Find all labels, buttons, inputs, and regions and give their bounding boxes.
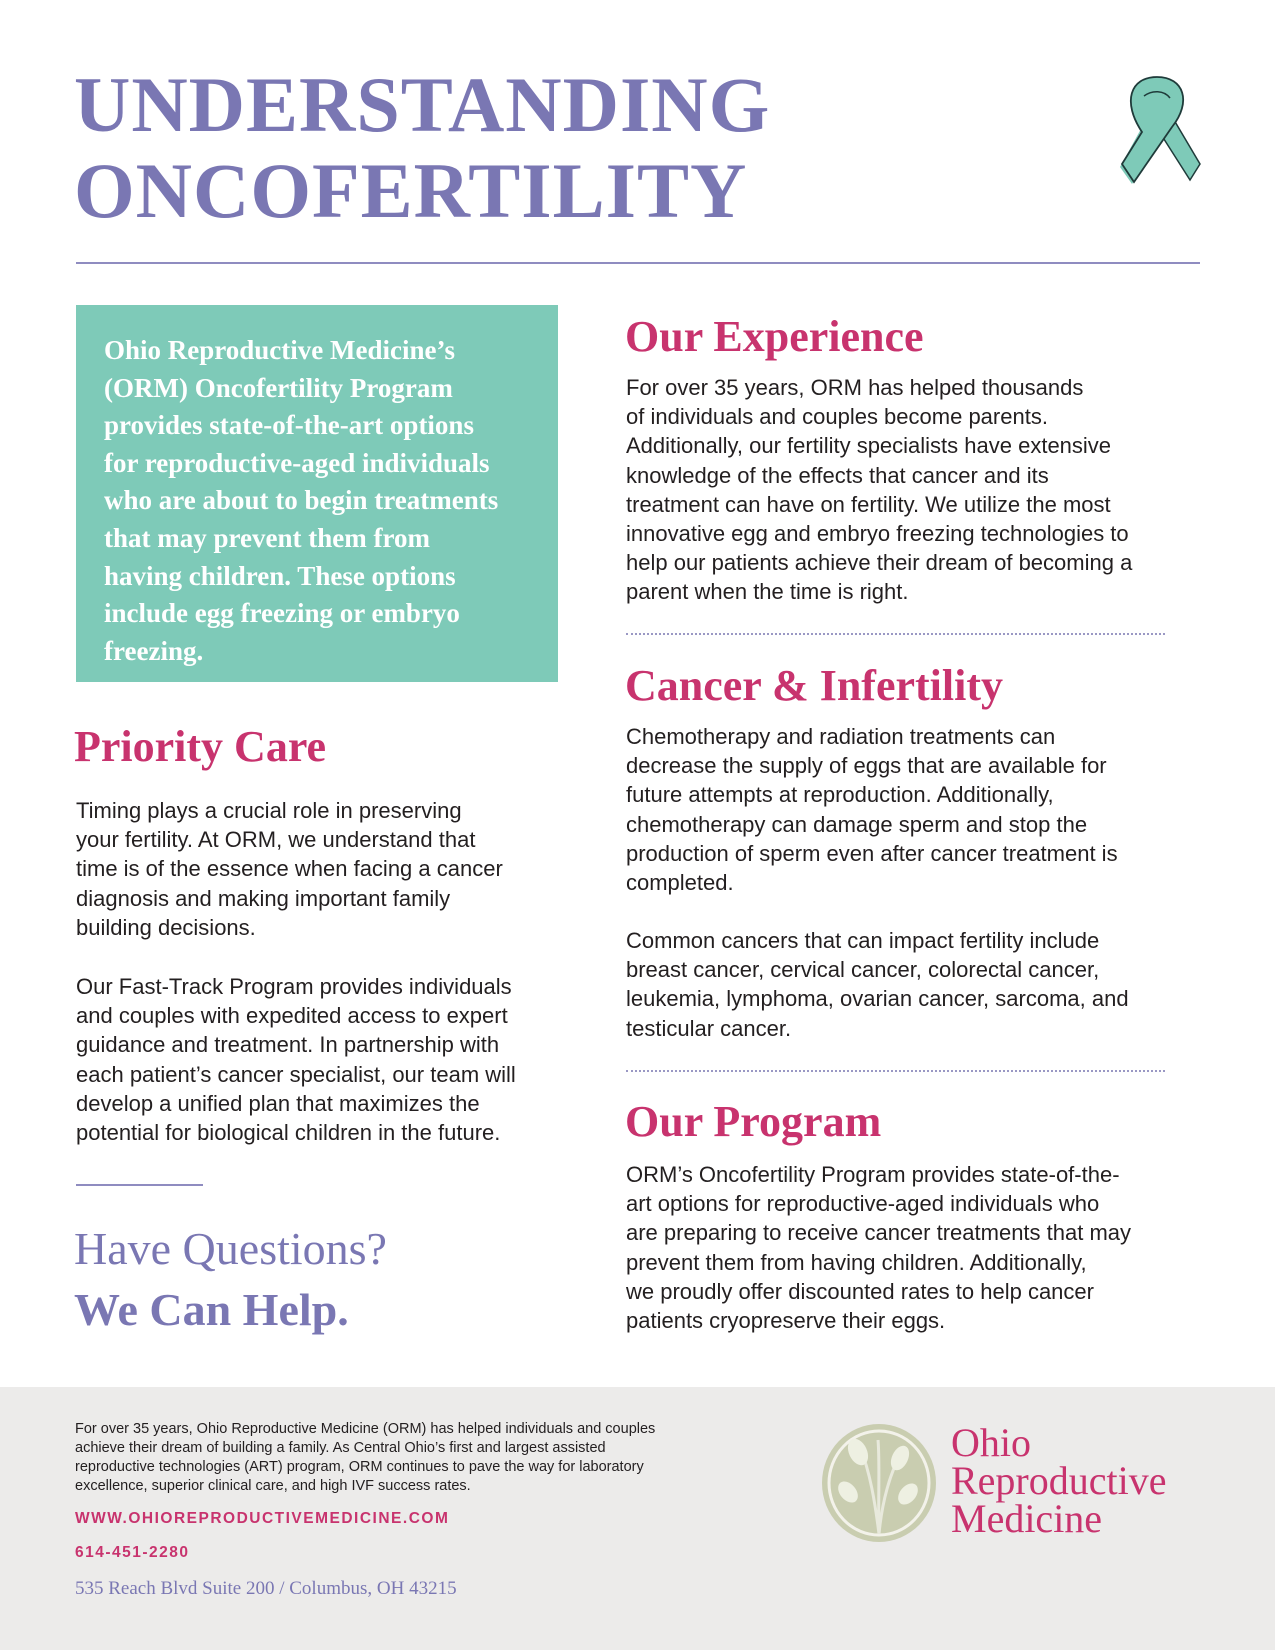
text-line: breast cancer, cervical cancer, colorect… <box>626 957 1100 983</box>
text-line: help our patients achieve their dream of… <box>626 550 1133 576</box>
intro-line: provides state-of-the-art options <box>104 410 474 441</box>
intro-line: that may prevent them from <box>104 522 430 553</box>
have-questions-text: Have Questions? <box>74 1223 387 1274</box>
cancer-infertility-paragraph-1: Chemotherapy and radiation treatments ca… <box>626 722 1118 897</box>
text-line: For over 35 years, ORM has helped thousa… <box>626 375 1084 400</box>
text-line: art options for reproductive-aged indivi… <box>626 1191 1100 1217</box>
our-program-paragraph: ORM’s Oncofertility Program provides sta… <box>626 1160 1131 1335</box>
intro-line: include egg freezing or embryo <box>104 598 460 629</box>
title-line: ONCOFERTILITY <box>74 147 748 234</box>
text-line: potential for biological children in the… <box>76 1120 501 1146</box>
text-line: treatment can have on fertility. We util… <box>626 491 1111 517</box>
text-line: completed. <box>626 870 734 896</box>
footer <box>0 1387 1275 1650</box>
intro-line: (ORM) Oncofertility Program <box>104 372 453 403</box>
address-text: 535 Reach Blvd Suite 200 / Columbus, OH … <box>75 1578 457 1599</box>
intro-line: freezing. <box>104 635 204 666</box>
page-title: UNDERSTANDING ONCOFERTILITY <box>74 62 770 234</box>
teal-awareness-ribbon-icon <box>1120 76 1201 184</box>
website-link[interactable]: WWW.OHIOREPRODUCTIVEMEDICINE.COM <box>75 1510 450 1527</box>
intro-line: who are about to begin treatments <box>104 485 499 516</box>
text-line: are preparing to receive cancer treatmen… <box>626 1220 1132 1246</box>
priority-care-heading: Priority Care <box>74 722 327 771</box>
intro-box: Ohio Reproductive Medicine’s (ORM) Oncof… <box>76 305 558 682</box>
header-divider <box>76 262 1200 264</box>
cancer-infertility-heading: Cancer & Infertility <box>625 661 1003 710</box>
orm-logo-text: Ohio Reproductive Medicine <box>951 1420 1167 1541</box>
text-line: innovative egg and embryo freezing techn… <box>626 521 1129 547</box>
priority-care-paragraph-2: Our Fast-Track Program provides individu… <box>76 972 516 1147</box>
text-line: chemotherapy can damage sperm and stop t… <box>626 811 1088 837</box>
our-experience-heading: Our Experience <box>625 312 924 361</box>
text-line: diagnosis and making important family <box>76 885 451 911</box>
text-line: testicular cancer. <box>626 1015 792 1041</box>
text-line: building decisions. <box>76 914 256 940</box>
text-line: Our Fast-Track Program provides individu… <box>76 974 512 999</box>
dotted-divider <box>626 1070 1165 1072</box>
text-line: Reproductive <box>951 1458 1167 1503</box>
text-line: parent when the time is right. <box>626 579 909 605</box>
text-line: excellence, superior clinical care, and … <box>75 1478 471 1494</box>
text-line: and couples with expedited access to exp… <box>76 1003 508 1029</box>
text-line: of individuals and couples become parent… <box>626 404 1048 430</box>
orm-logo-icon <box>822 1424 936 1542</box>
text-line: ORM’s Oncofertility Program provides sta… <box>626 1162 1120 1187</box>
text-line: achieve their dream of building a family… <box>75 1440 606 1456</box>
intro-line: having children. These options <box>104 560 456 591</box>
footer-about-text: For over 35 years, Ohio Reproductive Med… <box>75 1420 655 1496</box>
text-line: For over 35 years, Ohio Reproductive Med… <box>75 1421 656 1437</box>
text-line: Common cancers that can impact fertility… <box>626 928 1100 953</box>
text-line: Medicine <box>951 1496 1103 1541</box>
our-program-heading: Our Program <box>625 1097 882 1146</box>
text-line: prevent them from having children. Addit… <box>626 1249 1087 1275</box>
priority-care-paragraph-1: Timing plays a crucial role in preservin… <box>76 796 503 942</box>
text-line: Timing plays a crucial role in preservin… <box>76 798 462 823</box>
text-line: knowledge of the effects that cancer and… <box>626 462 1049 488</box>
section-divider <box>76 1184 203 1186</box>
text-line: Chemotherapy and radiation treatments ca… <box>626 724 1056 749</box>
text-line: leukemia, lymphoma, ovarian cancer, sarc… <box>626 986 1129 1012</box>
our-experience-paragraph: For over 35 years, ORM has helped thousa… <box>626 373 1132 607</box>
text-line: reproductive technologies (ART) program,… <box>75 1459 644 1475</box>
text-line: each patient’s cancer specialist, our te… <box>76 1061 516 1087</box>
text-line: patients cryopreserve their eggs. <box>626 1308 946 1334</box>
intro-line: Ohio Reproductive Medicine’s <box>104 335 455 365</box>
text-line: Additionally, our fertility specialists … <box>626 433 1112 459</box>
text-line: Ohio <box>951 1420 1031 1465</box>
dotted-divider <box>626 633 1165 635</box>
title-line: UNDERSTANDING <box>74 61 771 148</box>
text-line: we proudly offer discounted rates to hel… <box>626 1278 1094 1304</box>
text-line: guidance and treatment. In partnership w… <box>76 1032 500 1058</box>
intro-line: for reproductive-aged individuals <box>104 447 490 478</box>
text-line: production of sperm even after cancer tr… <box>626 840 1118 866</box>
text-line: time is of the essence when facing a can… <box>76 856 503 882</box>
text-line: decrease the supply of eggs that are ava… <box>626 753 1107 779</box>
phone-link[interactable]: 614-451-2280 <box>75 1544 190 1561</box>
we-can-help-text: We Can Help. <box>74 1284 349 1335</box>
text-line: your fertility. At ORM, we understand th… <box>76 827 476 853</box>
text-line: future attempts at reproduction. Additio… <box>626 782 1054 808</box>
cancer-infertility-paragraph-2: Common cancers that can impact fertility… <box>626 926 1129 1043</box>
text-line: develop a unified plan that maximizes th… <box>76 1090 480 1116</box>
